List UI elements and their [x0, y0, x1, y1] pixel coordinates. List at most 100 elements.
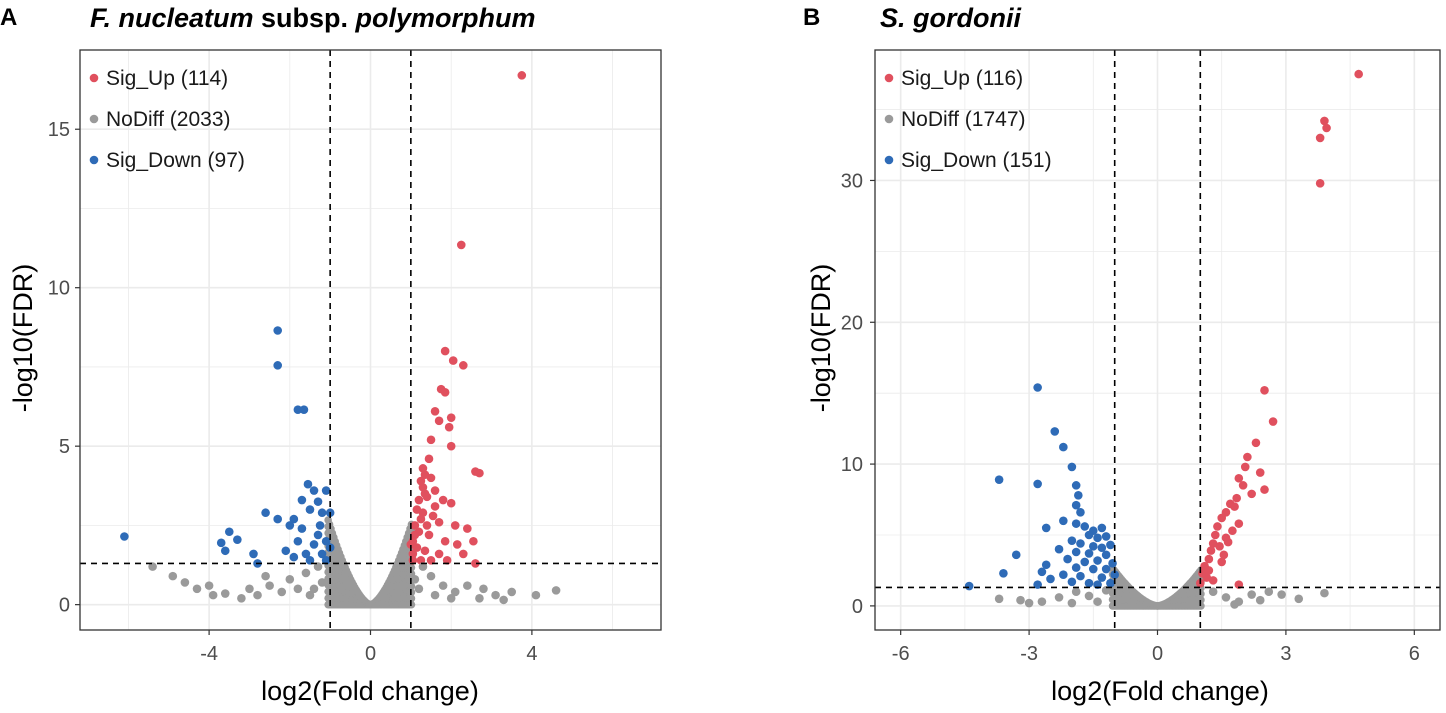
nodiff-point: [410, 574, 420, 584]
x-tick-label: -4: [200, 643, 218, 665]
nodiff-point: [418, 562, 428, 571]
up-point: [1230, 502, 1239, 511]
up-point: [430, 502, 440, 511]
down-point: [1067, 536, 1077, 545]
down-point: [293, 536, 303, 546]
nodiff-point: [1221, 593, 1231, 602]
up-point: [1251, 438, 1261, 448]
down-point: [261, 508, 270, 518]
up-point: [434, 517, 444, 527]
nodiff-point: [305, 590, 315, 600]
down-point: [1071, 519, 1081, 528]
up-point: [1354, 69, 1363, 79]
down-point: [1071, 481, 1081, 490]
panel-a-plot: -4 0 4 0 5 10 15 Sig_Up (114) NoDiff (2033) Sig_D…: [48, 49, 662, 665]
title-part: polymorphum: [355, 3, 536, 33]
up-point: [434, 549, 444, 559]
nodiff-point: [309, 584, 319, 594]
down-point: [1101, 532, 1111, 541]
up-point: [458, 549, 468, 559]
down-point: [1080, 557, 1090, 567]
panel-b-ylabel: -log10(FDR): [806, 264, 836, 413]
up-point: [1255, 468, 1265, 477]
nodiff-point: [245, 584, 254, 594]
up-point: [1322, 123, 1331, 133]
up-point: [440, 346, 450, 356]
up-point: [1234, 519, 1244, 528]
down-point: [289, 552, 299, 562]
y-tick-label: 0: [852, 596, 863, 618]
down-point: [1037, 567, 1047, 577]
down-point: [1033, 479, 1042, 489]
nodiff-point: [208, 590, 218, 600]
nodiff-point: [1016, 595, 1025, 605]
nodiff-point: [507, 587, 517, 597]
nodiff-point: [1247, 590, 1256, 599]
down-point: [1093, 533, 1102, 543]
up-point: [410, 521, 420, 530]
nodiff-point: [261, 571, 270, 581]
up-point: [434, 416, 444, 426]
up-point: [1213, 522, 1222, 531]
nodiff-point: [430, 590, 440, 600]
down-point: [1097, 523, 1107, 533]
up-point: [442, 555, 452, 565]
plot-border: [79, 49, 662, 631]
down-point: [273, 326, 283, 335]
panel-a-title: F. nucleatum subsp. polymorphum: [90, 3, 536, 33]
up-point: [422, 521, 432, 530]
down-point: [313, 497, 323, 506]
down-point: [1059, 570, 1068, 579]
down-point: [1071, 547, 1081, 557]
down-point: [1011, 550, 1021, 560]
down-point: [1050, 427, 1060, 436]
down-point: [1080, 522, 1090, 531]
up-point: [450, 521, 460, 530]
y-tick-label: 10: [48, 278, 70, 300]
down-point: [1084, 530, 1094, 540]
up-point: [475, 468, 484, 478]
up-point: [448, 356, 458, 365]
nodiff-point: [438, 581, 448, 590]
down-point: [224, 527, 234, 537]
panel-a: A F. nucleatum subsp. polymorphum -4 0 4 0 5…: [0, 3, 662, 706]
panel-b-title: S. gordonii: [880, 3, 1021, 33]
legend-marker-up: [884, 73, 894, 83]
up-point: [469, 536, 478, 546]
down-point: [233, 535, 242, 544]
y-tick-label: 30: [841, 170, 863, 192]
down-point: [309, 540, 319, 549]
down-point: [299, 405, 309, 415]
up-point: [438, 495, 448, 505]
down-point: [303, 479, 313, 489]
nodiff-point: [237, 594, 246, 603]
nodiff-point: [1208, 587, 1218, 597]
legend-marker-nodiff: [884, 114, 894, 124]
up-point: [414, 495, 424, 505]
down-point: [1059, 516, 1068, 526]
nodiff-point: [1037, 597, 1047, 606]
legend: Sig_Up (114) NoDiff (2033) Sig_Down (97): [89, 67, 245, 172]
down-point: [1071, 563, 1081, 572]
up-point: [1204, 566, 1214, 575]
up-point: [1223, 537, 1233, 547]
nodiff-point: [551, 586, 561, 595]
nodiff-point: [277, 587, 287, 597]
y-tick-label: 0: [59, 595, 70, 617]
nodiff-point: [220, 589, 230, 598]
down-point: [1110, 570, 1119, 579]
down-point: [285, 521, 295, 530]
x-tick-label: 0: [1152, 643, 1163, 665]
up-point: [1268, 417, 1278, 426]
up-point: [1215, 542, 1224, 551]
down-point: [1088, 564, 1098, 574]
down-point: [321, 555, 331, 565]
down-point: [1084, 578, 1094, 588]
down-point: [216, 538, 226, 548]
y-tick-label: 20: [841, 312, 863, 334]
down-point: [1067, 577, 1077, 587]
up-point: [406, 540, 416, 549]
y-tick-label: 10: [841, 454, 863, 476]
up-point: [424, 454, 434, 464]
